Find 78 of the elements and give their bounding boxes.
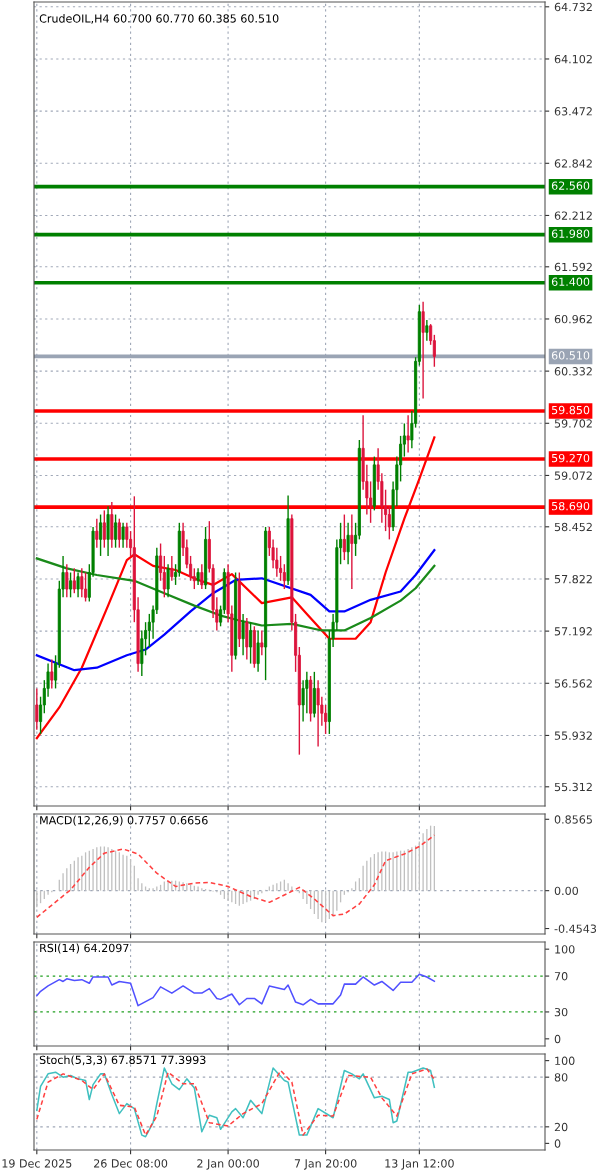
x-tick-label: 26 Dec 08:00 (94, 1159, 168, 1168)
candlestick (80, 567, 84, 599)
candlestick (249, 621, 253, 665)
candlestick (69, 571, 73, 599)
candlestick (162, 555, 166, 599)
candlestick (117, 517, 121, 549)
y-tick-label: 0.00 (554, 886, 579, 896)
candlestick (166, 563, 170, 599)
y-tick-label: 63.472 (554, 107, 592, 116)
chart-title: MACD(12,26,9) 0.7757 0.6656 (40, 815, 208, 826)
y-tick-label: 56.562 (554, 679, 592, 688)
candlestick (72, 567, 76, 594)
x-tick-label: 7 Jan 20:00 (294, 1159, 357, 1170)
candlestick (260, 629, 264, 656)
y-tick-label: 57.192 (554, 627, 592, 636)
y-tick-label: 0 (554, 1034, 561, 1044)
x-tick-label: 19 Dec 2025 (2, 1159, 72, 1168)
candlestick (192, 567, 196, 590)
y-tick-label: 62.842 (554, 159, 592, 168)
y-tick-label: 70 (554, 972, 568, 981)
x-tick-label: 13 Jan 12:00 (385, 1159, 454, 1170)
candlestick (256, 629, 260, 673)
y-tick-label: 80 (554, 1073, 568, 1082)
candlestick (342, 513, 346, 561)
candlestick (200, 563, 204, 590)
y-tick-label: 60.332 (554, 367, 592, 376)
candlestick (425, 319, 429, 342)
x-tick-label: 2 Jan 00:00 (197, 1159, 259, 1170)
text: CrudeOIL,H4 60.700 60.770 60.385 60.510 (39, 14, 279, 24)
candlestick (316, 679, 320, 748)
y-tick-label: 55.932 (554, 731, 592, 740)
y-tick-label: -0.4543 (554, 924, 597, 933)
y-tick-label: 55.312 (554, 782, 592, 792)
candlestick (282, 563, 286, 590)
chart-title: Stoch(5,3,3) 67.8571 77.3993 (39, 1055, 206, 1066)
candlestick (387, 505, 391, 541)
y-tick-label: 100 (555, 945, 575, 954)
candlestick (99, 513, 103, 557)
candlestick (406, 414, 410, 454)
ref-line-label: 61.400 (551, 277, 590, 286)
ref-line-label: 59.270 (551, 453, 590, 463)
y-tick-label: 64.102 (554, 54, 592, 64)
y-tick-label: 100 (555, 1056, 575, 1065)
candlestick (121, 522, 125, 549)
y-tick-label: 59.072 (554, 471, 592, 480)
y-tick-label: 57.822 (554, 574, 592, 584)
line-series (36, 973, 436, 1007)
candlestick (350, 513, 354, 590)
candlestick (114, 513, 118, 549)
y-tick-label: 61.592 (554, 262, 592, 272)
y-tick-label: 62.212 (554, 211, 592, 220)
y-tick-label: 58.452 (554, 522, 592, 532)
y-tick-label: 30 (554, 1007, 568, 1017)
candlestick (35, 687, 39, 731)
line-series (36, 834, 436, 919)
y-tick-label: 59.702 (554, 419, 592, 428)
ref-line-label: 59.850 (551, 405, 590, 415)
candlestick (95, 517, 99, 549)
candlestick (170, 555, 174, 582)
candlestick (65, 563, 69, 599)
ref-line-label: 61.980 (551, 229, 590, 238)
candlestick (421, 301, 425, 400)
y-tick-label: 64.732 (554, 2, 592, 12)
y-tick-label: 0 (554, 1139, 561, 1148)
y-tick-label: 0.8565 (554, 815, 592, 824)
candlestick (102, 509, 106, 549)
ref-line-label: 58.690 (551, 501, 590, 511)
candlestick (84, 571, 88, 603)
candlestick (241, 613, 245, 656)
ref-line-label: 60.510 (551, 351, 590, 360)
candlestick (346, 522, 350, 565)
candlestick (50, 658, 54, 690)
candlestick (76, 571, 80, 599)
chart-title: RSI(14) 64.2097 (40, 943, 129, 954)
y-tick-label: 60.962 (554, 314, 592, 324)
y-tick-label: 20 (554, 1122, 568, 1132)
line-series (35, 549, 436, 672)
ref-line-label: 62.560 (551, 181, 590, 190)
